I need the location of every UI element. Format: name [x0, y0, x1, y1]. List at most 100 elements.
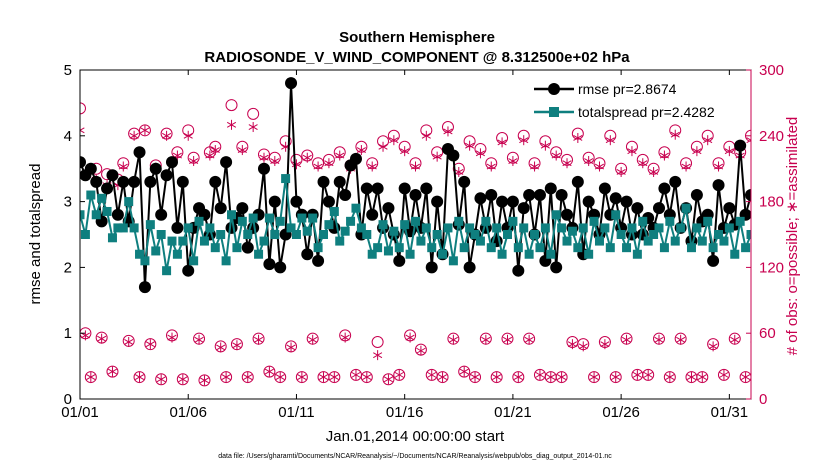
totalspread-point: [703, 216, 713, 226]
rmse-point: [447, 149, 460, 162]
obs-possible-point: [745, 129, 751, 142]
rmse-point: [241, 241, 254, 254]
obs-assimilated-point: [356, 145, 366, 156]
obs-assimilated-point: [654, 334, 664, 345]
rmse-point: [512, 264, 525, 277]
rmse-point: [690, 189, 703, 202]
obs-possible-point: [155, 373, 168, 386]
rmse-point: [393, 254, 406, 267]
totalspread-point: [308, 213, 318, 223]
obs-assimilated-point: [405, 332, 415, 343]
rmse-point: [544, 182, 557, 195]
rmse-point: [458, 175, 471, 188]
totalspread-point: [686, 243, 696, 253]
obs-assimilated-point: [470, 372, 480, 383]
rmse-point: [506, 195, 519, 208]
totalspread-point: [557, 223, 567, 233]
rmse-point: [609, 192, 622, 205]
rmse-point: [317, 175, 330, 188]
totalspread-point: [519, 223, 529, 233]
legend-spread-marker: [549, 107, 559, 117]
obs-assimilated-point: [502, 334, 513, 345]
obs-possible-point: [80, 102, 86, 115]
obs-assimilated-point: [378, 141, 388, 152]
totalspread-point: [530, 230, 540, 239]
totalspread-point: [584, 249, 594, 259]
rmse-point: [165, 156, 178, 169]
rmse-point: [561, 208, 574, 221]
x-tick-label: 01/26: [602, 404, 640, 421]
obs-assimilated-point: [253, 334, 264, 345]
totalspread-point: [481, 216, 491, 226]
totalspread-point: [162, 266, 172, 276]
rmse-point: [236, 202, 249, 215]
rmse-point: [111, 208, 124, 221]
obs-possible-point: [512, 371, 525, 384]
totalspread-point: [508, 216, 518, 226]
obs-assimilated-point: [519, 135, 529, 146]
totalspread-point: [140, 256, 150, 266]
totalspread-point: [383, 246, 393, 256]
legend-rmse-marker: [548, 83, 560, 95]
y2-tick-label: 120: [759, 259, 784, 276]
totalspread-point: [151, 246, 161, 256]
obs-assimilated-point: [400, 146, 410, 157]
obs-assimilated-point: [741, 372, 751, 383]
totalspread-point: [216, 230, 226, 239]
totalspread-point: [129, 223, 139, 233]
obs-assimilated-point: [237, 145, 247, 156]
obs-assimilated-point: [562, 158, 572, 169]
rmse-point: [598, 182, 611, 195]
rmse-point: [106, 169, 119, 182]
totalspread-point: [243, 230, 253, 239]
rmse-point: [133, 146, 146, 159]
obs-possible-point: [198, 374, 211, 387]
obs-assimilated-point: [124, 336, 134, 347]
totalspread-point: [578, 223, 588, 233]
obs-assimilated-point: [183, 130, 193, 141]
rmse-point: [349, 152, 362, 165]
totalspread-point: [714, 230, 724, 239]
obs-assimilated-point: [670, 129, 680, 140]
totalspread-point: [367, 249, 377, 259]
totalspread-point: [443, 223, 453, 233]
totalspread-point: [622, 243, 632, 253]
totalspread-point: [270, 230, 280, 239]
obs-assimilated-point: [189, 156, 199, 167]
rmse-point: [550, 261, 563, 274]
rmse-point: [366, 208, 379, 221]
rmse-point: [101, 182, 114, 195]
rmse-point: [301, 248, 314, 261]
totalspread-point: [281, 174, 291, 184]
totalspread-point: [524, 249, 534, 259]
obs-assimilated-point: [529, 161, 540, 172]
y2-axis-label: # of obs: o=possible; ∗=assimilated: [784, 117, 801, 356]
obs-assimilated-point: [600, 339, 610, 350]
obs-assimilated-point: [730, 334, 740, 345]
obs-assimilated-point: [481, 334, 491, 345]
rmse-point: [176, 175, 189, 188]
rmse-point: [571, 175, 584, 188]
totalspread-point: [291, 230, 301, 239]
totalspread-point: [616, 230, 626, 239]
rmse-point: [496, 195, 509, 208]
obs-assimilated-point: [97, 333, 107, 344]
obs-assimilated-point: [465, 140, 475, 151]
obs-assimilated-point: [297, 372, 307, 383]
totalspread-point: [594, 236, 604, 246]
totalspread-point: [80, 230, 90, 239]
obs-assimilated-point: [216, 342, 226, 353]
rmse-point: [517, 202, 530, 215]
obs-assimilated-point: [373, 350, 383, 361]
totalspread-point: [254, 249, 264, 259]
footnote: data file: /Users/gharamti/Documents/NCA…: [218, 453, 612, 460]
obs-possible-point: [274, 371, 287, 384]
totalspread-point: [589, 216, 599, 226]
y2-tick-label: 240: [759, 128, 784, 145]
totalspread-point: [432, 230, 442, 239]
obs-assimilated-point: [492, 372, 502, 383]
totalspread-point: [124, 197, 134, 207]
rmse-point: [474, 192, 487, 205]
obs-assimilated-point: [243, 372, 253, 383]
